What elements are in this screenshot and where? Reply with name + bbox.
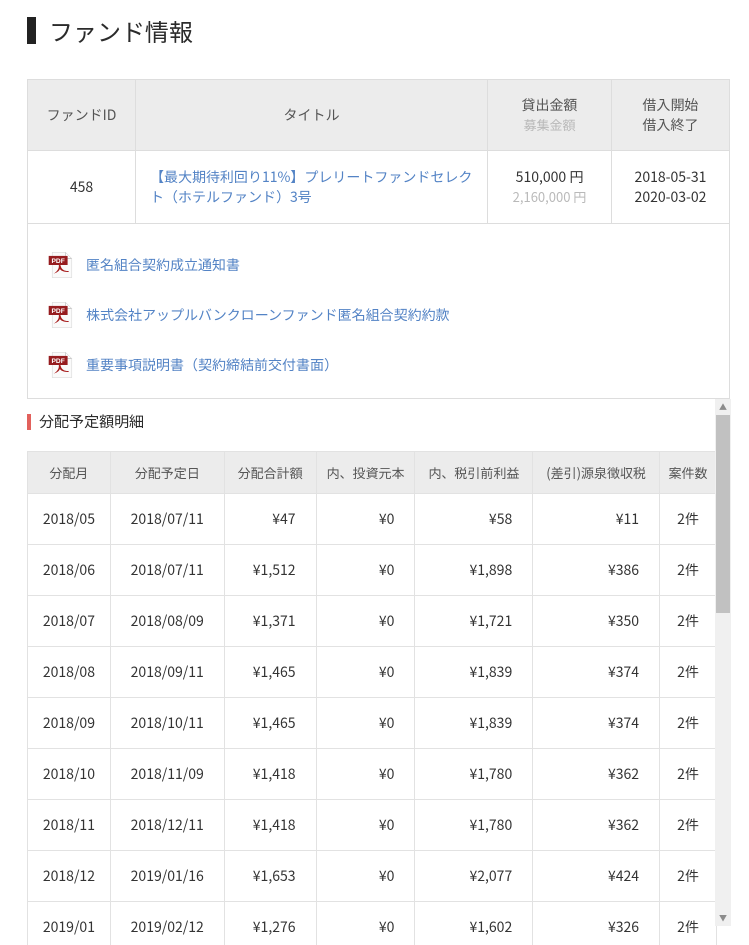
svg-text:PDF: PDF <box>52 258 65 265</box>
svg-text:PDF: PDF <box>52 358 65 365</box>
svg-text:PDF: PDF <box>52 308 65 315</box>
